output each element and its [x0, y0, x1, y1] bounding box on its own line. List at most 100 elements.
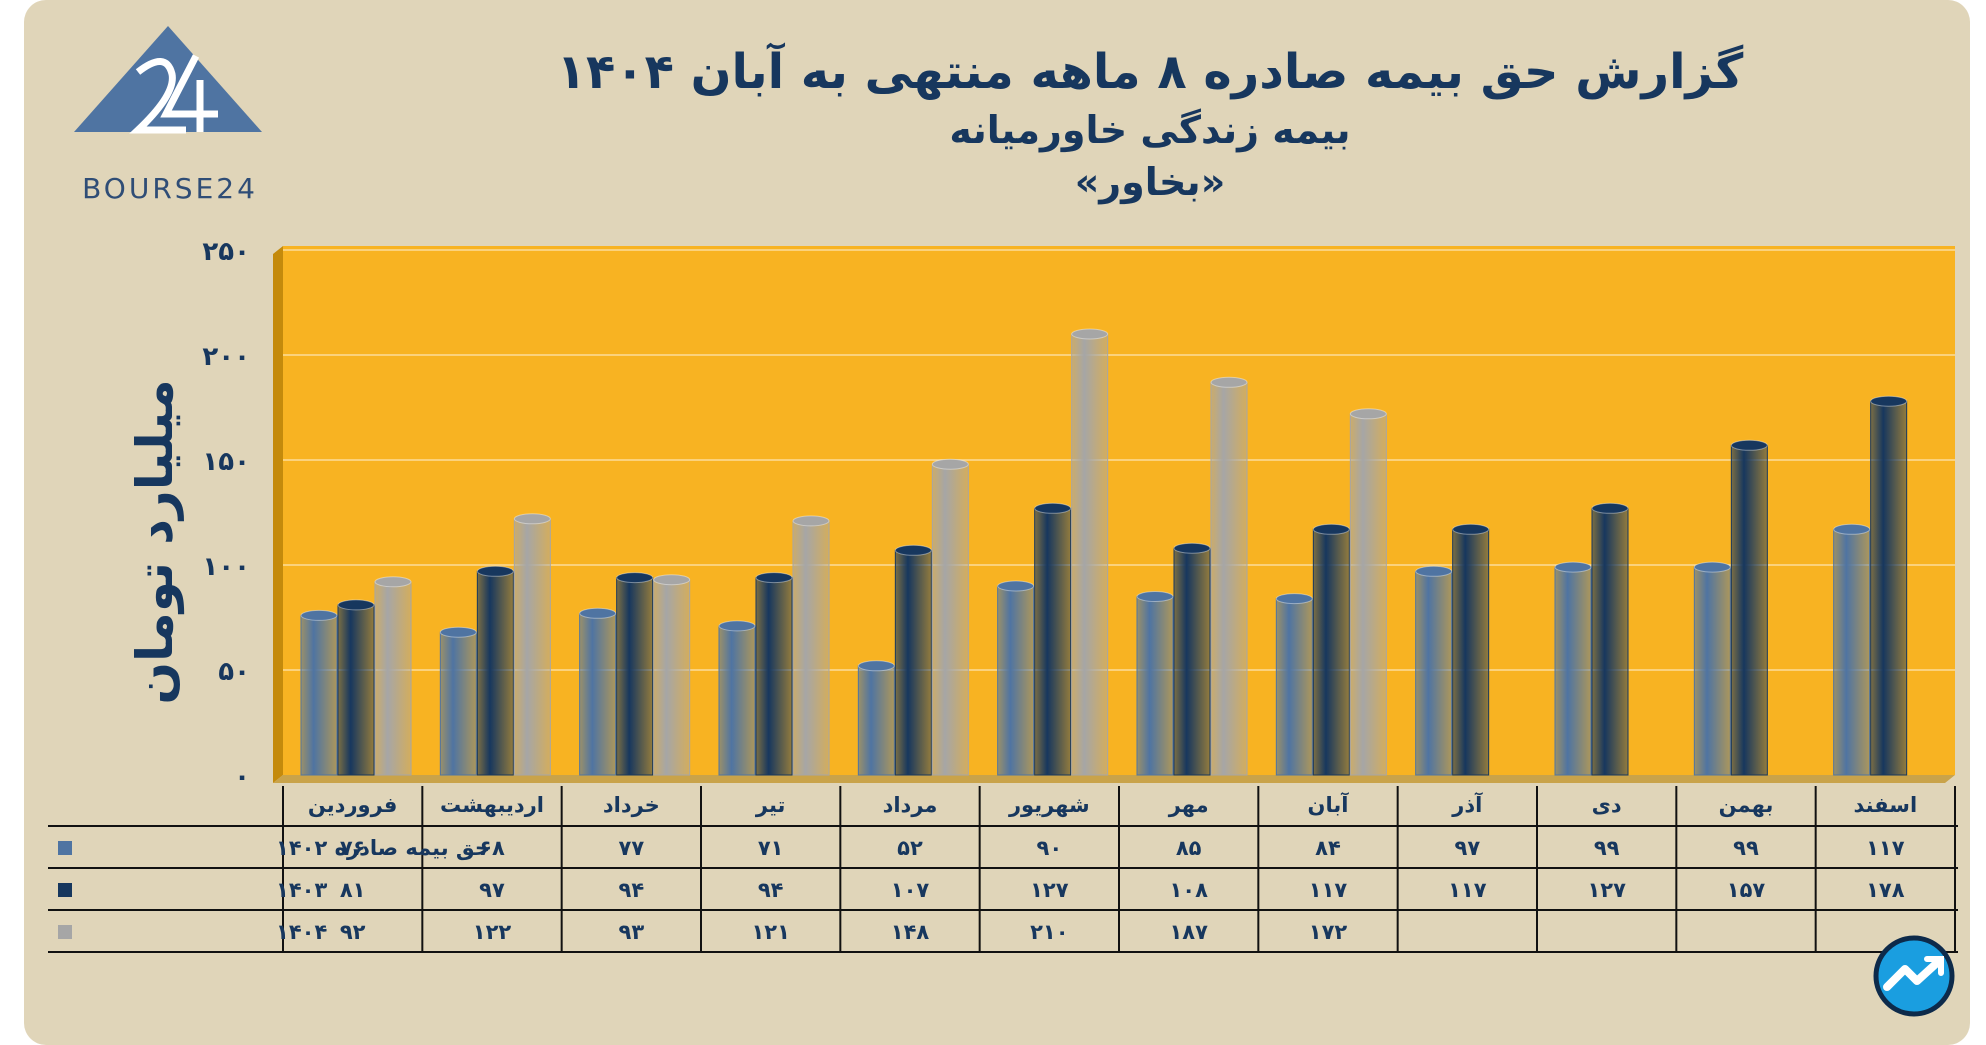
table-value: ۹۲ [340, 920, 366, 944]
bar-cap [1071, 328, 1109, 340]
legend-swatch [58, 925, 72, 939]
bar [858, 665, 895, 775]
table-value: ۱۷۸ [1866, 878, 1905, 902]
legend-entry: ۱۴۰۴ [276, 920, 327, 944]
bar-cap [1312, 523, 1350, 535]
bar [1555, 567, 1591, 775]
bar [1174, 548, 1210, 775]
bar [579, 613, 616, 775]
chart-ticker: «بخاور» [1074, 160, 1226, 204]
bourse24-logo-icon [74, 26, 262, 134]
table-category-label: مهر [1168, 793, 1209, 817]
bar [756, 577, 792, 775]
bar-cap [476, 565, 514, 577]
table-category-label: شهریور [1008, 793, 1090, 817]
y-tick-label: ۱۰۰ [202, 552, 250, 582]
plot-side-wall [273, 246, 283, 783]
bar-cap [1833, 523, 1871, 535]
bar [1870, 401, 1907, 775]
table-value: ۹۰ [1037, 836, 1063, 860]
bar [477, 571, 514, 775]
legend-entry: ۱۴۰۳ [276, 878, 327, 902]
bar-cap [1554, 561, 1592, 573]
table-category-label: دی [1592, 793, 1622, 817]
legend-entry: حق بیمه صادره ۱۴۰۲ [276, 836, 490, 860]
bar-cap [1693, 561, 1731, 573]
bar-cap [792, 515, 830, 527]
bar [338, 604, 374, 775]
bar [1694, 567, 1731, 775]
bar [1350, 413, 1387, 775]
bar-cap [1730, 439, 1768, 451]
table-value: ۱۱۷ [1448, 878, 1487, 902]
table-category-label: فروردین [308, 793, 398, 817]
table-category-label: آذر [1451, 792, 1483, 817]
table-value: ۶۸ [479, 836, 505, 860]
bar-cap [1173, 542, 1211, 554]
bar-cap [1349, 408, 1387, 420]
table-value: ۱۲۷ [1587, 878, 1626, 902]
y-tick-label: ۲۵۰ [202, 237, 250, 267]
table-category-label: مرداد [883, 793, 938, 817]
bar-cap [755, 572, 793, 584]
bar [719, 625, 755, 775]
bar [440, 632, 477, 775]
trend-badge-icon [1873, 935, 1955, 1017]
table-value: ۵۲ [897, 836, 923, 860]
plot-floor [273, 775, 1955, 783]
table-value: ۹۹ [1594, 836, 1620, 860]
table-value: ۱۴۸ [891, 920, 930, 944]
table-value: ۸۱ [340, 878, 366, 902]
table-value: ۱۲۲ [473, 920, 512, 944]
table-value: ۷۶ [340, 836, 366, 860]
bar-cap [931, 458, 969, 470]
bar-cap [1034, 502, 1072, 514]
bar-cap [997, 580, 1035, 592]
table-category-label: بهمن [1719, 793, 1774, 817]
bar [793, 520, 829, 775]
bar [1452, 529, 1489, 775]
bar [1313, 529, 1350, 775]
table-category-label: آبان [1308, 792, 1350, 817]
table-value: ۱۰۷ [891, 878, 930, 902]
logo-text: BOURSE24 [82, 172, 258, 205]
table-category-label: اردیبهشت [440, 793, 544, 817]
bar [1592, 508, 1628, 775]
legend-swatch [58, 841, 72, 855]
table-category-label: اسفند [1853, 793, 1917, 817]
y-axis-label: میلیارد تومان [126, 379, 184, 705]
table-value: ۸۴ [1315, 836, 1341, 860]
legend-swatch [58, 883, 72, 897]
table-value: ۸۵ [1176, 836, 1202, 860]
bar-cap [1452, 523, 1490, 535]
bar-cap [1210, 376, 1248, 388]
table-value: ۹۴ [758, 878, 784, 902]
bar-cap [718, 620, 756, 632]
bar-cap [513, 513, 551, 525]
bar-cap [616, 572, 654, 584]
table-value: ۹۹ [1733, 836, 1759, 860]
bar [1833, 529, 1870, 775]
table-value: ۲۱۰ [1030, 920, 1068, 944]
bar-cap [1136, 591, 1174, 602]
table-category-label: خرداد [603, 793, 660, 817]
table-value: ۹۷ [479, 878, 505, 902]
bar [514, 518, 551, 775]
chart-title: گزارش حق بیمه صادره ۸ ماهه منتهی به آبان… [556, 44, 1744, 100]
bar-cap [1275, 593, 1313, 605]
bar [932, 464, 969, 775]
table-value: ۱۱۷ [1309, 878, 1348, 902]
bar [1034, 508, 1071, 775]
bar [895, 550, 932, 775]
bar-cap [653, 574, 691, 586]
table-value: ۱۱۷ [1866, 836, 1905, 860]
y-tick-label: ۰ [234, 762, 250, 792]
bar [301, 615, 337, 775]
bar [1731, 445, 1768, 775]
bar [1071, 334, 1108, 775]
bar [653, 579, 690, 775]
table-value: ۷۷ [619, 836, 645, 860]
bar [997, 586, 1034, 775]
bar-cap [579, 607, 617, 619]
